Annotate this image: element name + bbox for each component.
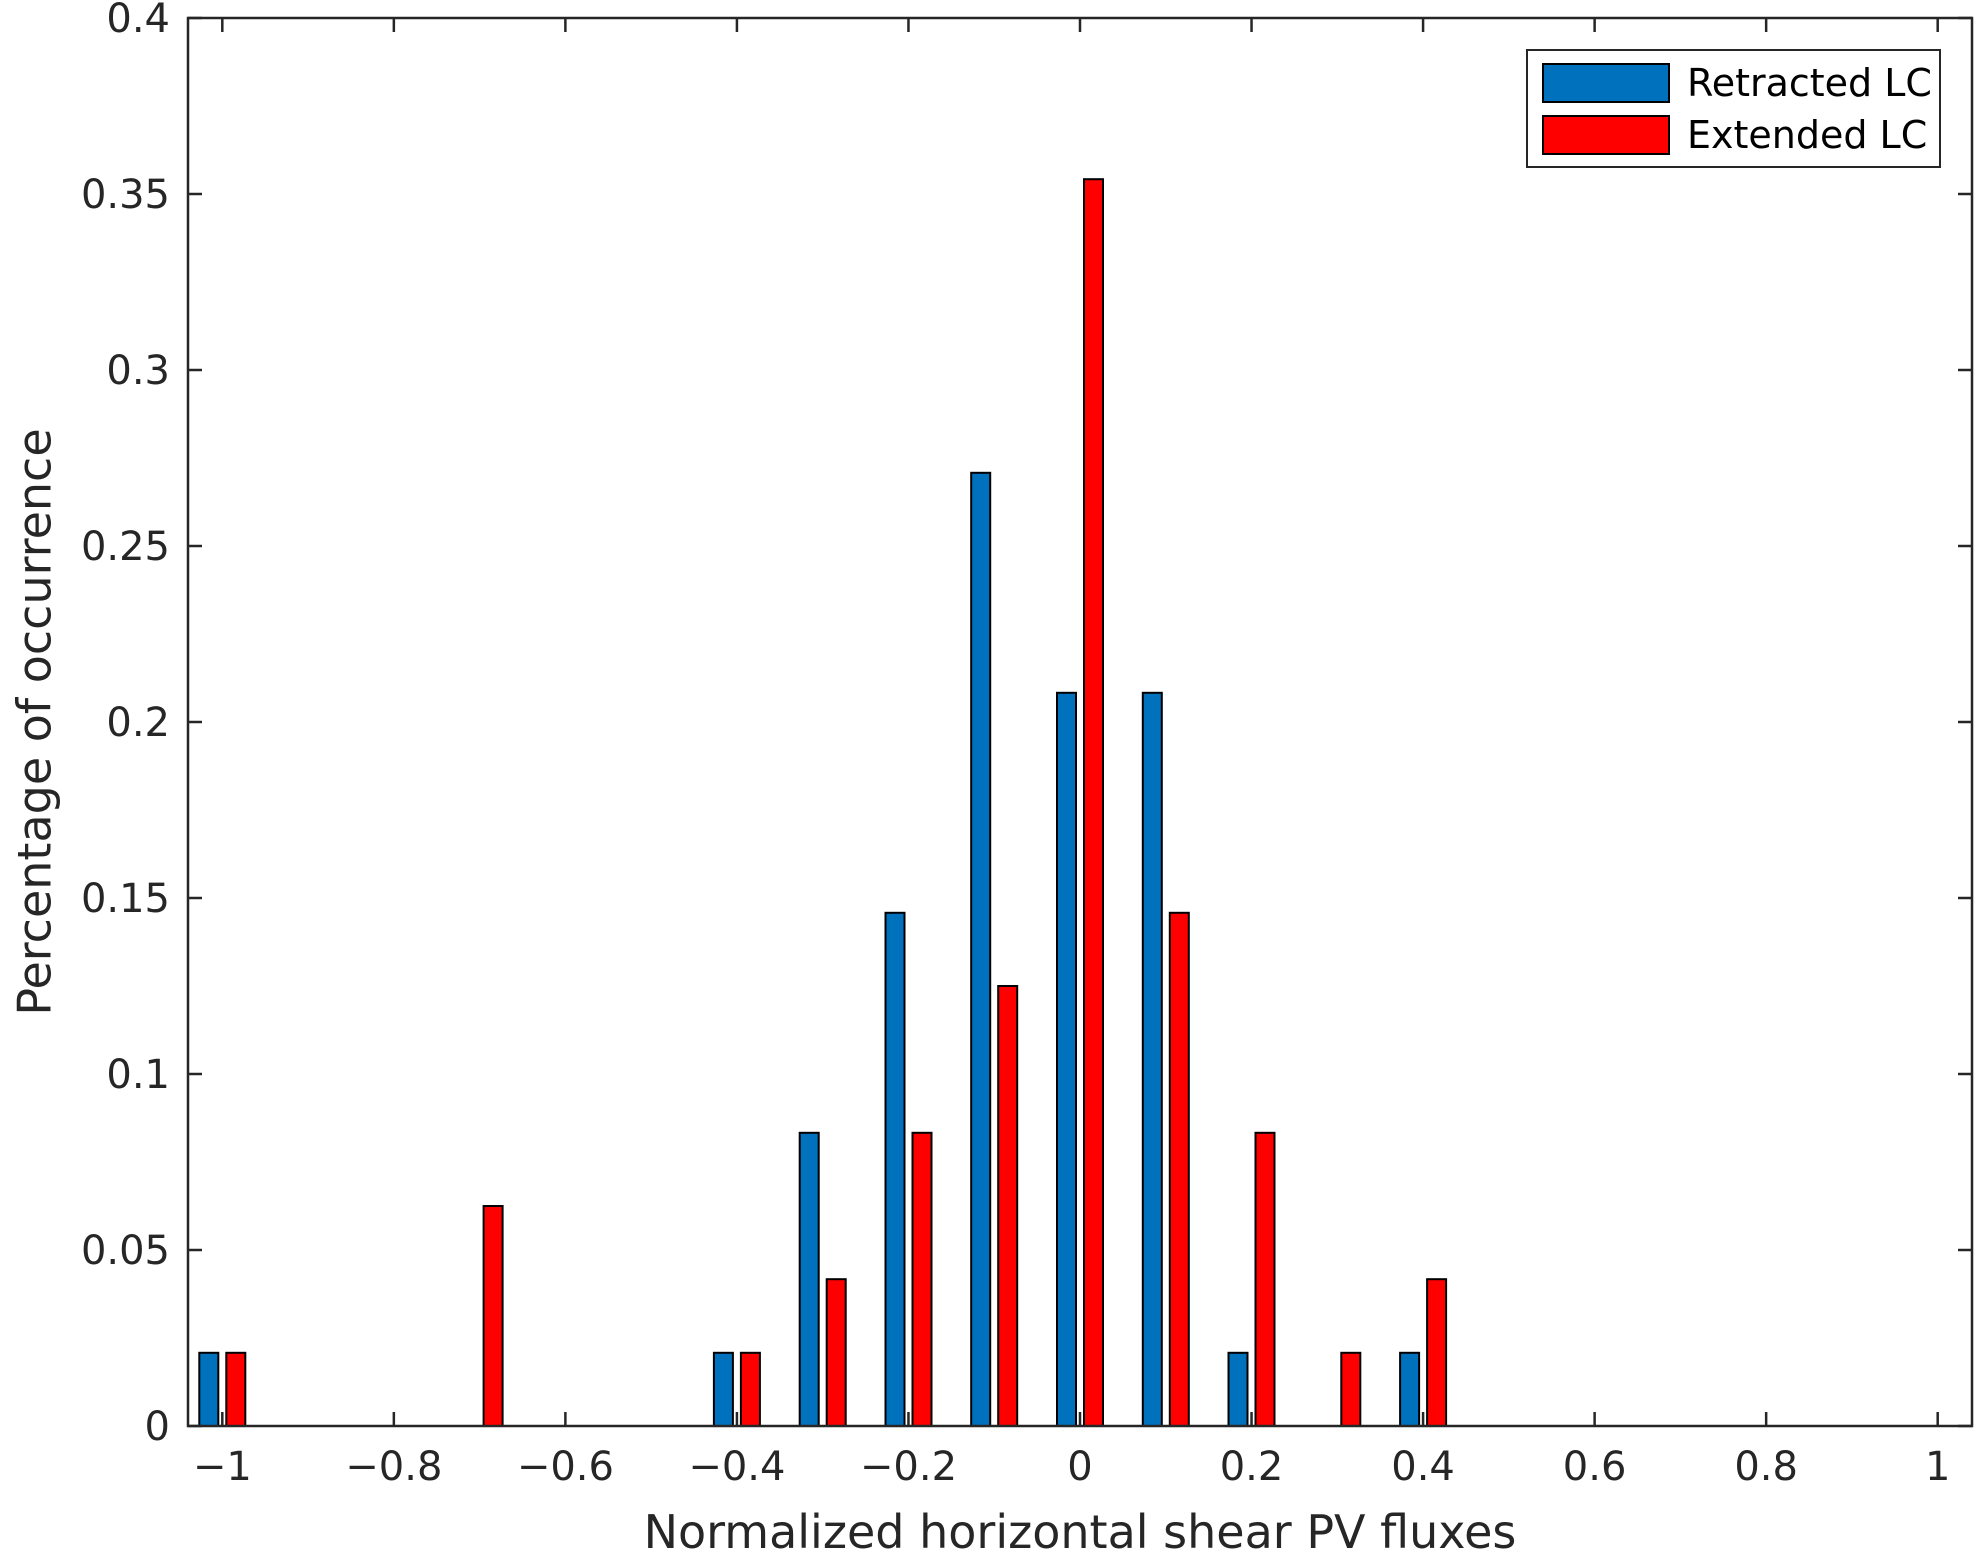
- y-tick-label: 0.2: [106, 700, 170, 746]
- bar-retracted-5: [1056, 691, 1077, 1427]
- bar-extended-8: [1254, 1131, 1276, 1428]
- x-tick-label: 0.6: [1563, 1444, 1627, 1490]
- bar-extended-3: [825, 1278, 847, 1427]
- legend: Retracted LC Extended LC: [1526, 49, 1941, 168]
- bar-extended-2: [739, 1351, 761, 1428]
- legend-label-extended: Extended LC: [1687, 113, 1927, 157]
- x-tick-label: −0.2: [860, 1444, 957, 1490]
- y-axis: 0 0.05 0.1 0.15 0.2 0.25 0.3 0.35 0.4: [81, 0, 1972, 1450]
- series-retracted-bars: [198, 471, 1421, 1428]
- x-tick-label: −1: [193, 1444, 252, 1490]
- x-axis: −1 −0.8 −0.6 −0.4 −0.2 0 0.2 0.4 0.6 0.8 1: [193, 18, 1950, 1490]
- legend-label-retracted: Retracted LC: [1687, 61, 1932, 105]
- bar-extended-10: [1426, 1278, 1448, 1427]
- bar-retracted-6: [1141, 691, 1163, 1427]
- x-axis-title: Normalized horizontal shear PV fluxes: [644, 1505, 1517, 1553]
- bar-retracted-4: [970, 471, 992, 1427]
- y-axis-title: Percentage of occurrence: [8, 428, 62, 1015]
- bar-extended-9: [1340, 1351, 1362, 1428]
- x-tick-label: −0.8: [345, 1444, 442, 1490]
- x-tick-label: 0: [1067, 1444, 1092, 1490]
- bar-retracted-2: [798, 1131, 820, 1428]
- plot-area-frame: [186, 16, 1974, 1428]
- series-extended-bars: [225, 178, 1448, 1428]
- bar-retracted-8: [1399, 1351, 1421, 1428]
- x-tick-label: 0.8: [1734, 1444, 1798, 1490]
- y-tick-label: 0.4: [106, 0, 170, 42]
- bar-extended-1: [482, 1205, 504, 1427]
- bar-retracted-0: [198, 1351, 220, 1428]
- x-tick-label: 1: [1925, 1444, 1950, 1490]
- y-tick-label: 0.05: [81, 1228, 170, 1274]
- bar-retracted-7: [1227, 1351, 1249, 1428]
- legend-swatch-retracted: [1542, 63, 1670, 103]
- y-tick-label: 0.3: [106, 348, 170, 394]
- x-tick-label: −0.6: [517, 1444, 614, 1490]
- legend-swatch-extended: [1542, 115, 1670, 155]
- bar-retracted-1: [712, 1351, 734, 1428]
- y-tick-label: 0: [145, 1404, 170, 1450]
- bar-extended-7: [1168, 911, 1190, 1427]
- bar-extended-5: [997, 985, 1019, 1427]
- y-tick-label: 0.15: [81, 876, 170, 922]
- y-tick-label: 0.25: [81, 524, 170, 570]
- y-tick-label: 0.35: [81, 172, 170, 218]
- bar-extended-4: [911, 1131, 933, 1428]
- x-tick-label: 0.4: [1391, 1444, 1455, 1490]
- x-tick-label: 0.2: [1220, 1444, 1284, 1490]
- bar-extended-6: [1083, 178, 1104, 1428]
- bar-retracted-3: [884, 911, 906, 1427]
- bar-extended-0: [225, 1351, 247, 1428]
- x-tick-label: −0.4: [688, 1444, 785, 1490]
- y-tick-label: 0.1: [106, 1052, 170, 1098]
